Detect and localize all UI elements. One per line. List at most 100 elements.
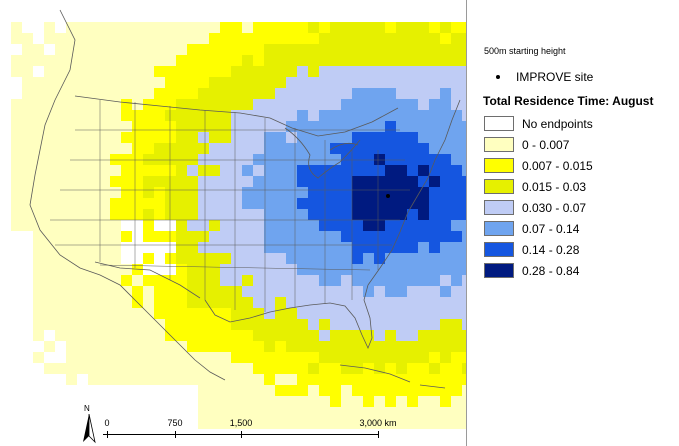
- grid-cell: [462, 143, 466, 154]
- grid-cell: [220, 231, 231, 242]
- grid-cell: [66, 77, 77, 88]
- grid-cell: [429, 341, 440, 352]
- grid-cell: [198, 363, 209, 374]
- grid-cell: [242, 33, 253, 44]
- grid-cell: [209, 33, 220, 44]
- grid-cell: [253, 374, 264, 385]
- grid-cell: [77, 165, 88, 176]
- grid-cell: [99, 220, 110, 231]
- grid-cell: [440, 77, 451, 88]
- grid-cell: [154, 132, 165, 143]
- grid-cell: [44, 220, 55, 231]
- grid-cell: [209, 88, 220, 99]
- grid-cell: [451, 110, 462, 121]
- grid-cell: [363, 88, 374, 99]
- grid-cell: [132, 121, 143, 132]
- grid-cell: [319, 352, 330, 363]
- grid-cell: [275, 385, 286, 396]
- grid-cell: [187, 264, 198, 275]
- grid-cell: [132, 33, 143, 44]
- grid-cell: [440, 88, 451, 99]
- grid-cell: [220, 132, 231, 143]
- grid-cell: [132, 341, 143, 352]
- grid-cell: [330, 418, 341, 429]
- grid-cell: [264, 231, 275, 242]
- grid-cell: [11, 55, 22, 66]
- grid-cell: [385, 275, 396, 286]
- cuba: [339, 364, 411, 383]
- grid-cell: [99, 319, 110, 330]
- grid-cell: [462, 341, 466, 352]
- grid-cell: [253, 220, 264, 231]
- grid-cell: [396, 33, 407, 44]
- grid-cell: [33, 176, 44, 187]
- grid-cell: [418, 418, 429, 429]
- grid-cell: [88, 253, 99, 264]
- grid-cell: [242, 187, 253, 198]
- grid-cell: [77, 341, 88, 352]
- grid-cell: [308, 99, 319, 110]
- grid-cell: [198, 308, 209, 319]
- grid-cell: [462, 44, 466, 55]
- grid-cell: [374, 352, 385, 363]
- grid-cell: [187, 275, 198, 286]
- grid-cell: [55, 264, 66, 275]
- grid-cell: [462, 55, 466, 66]
- grid-cell: [462, 418, 466, 429]
- grid-cell: [352, 264, 363, 275]
- grid-cell: [99, 253, 110, 264]
- grid-cell: [231, 187, 242, 198]
- grid-cell: [33, 242, 44, 253]
- grid-cell: [319, 231, 330, 242]
- grid-cell: [198, 297, 209, 308]
- grid-cell: [121, 99, 132, 110]
- grid-cell: [363, 407, 374, 418]
- grid-cell: [341, 308, 352, 319]
- grid-cell: [242, 286, 253, 297]
- grid-cell: [99, 363, 110, 374]
- grid-cell: [220, 209, 231, 220]
- grid-cell: [242, 99, 253, 110]
- grid-cell: [154, 33, 165, 44]
- grid-cell: [440, 396, 451, 407]
- grid-cell: [231, 22, 242, 33]
- grid-cell: [330, 143, 341, 154]
- grid-cell: [33, 187, 44, 198]
- grid-cell: [451, 88, 462, 99]
- grid-cell: [407, 396, 418, 407]
- grid-cell: [231, 275, 242, 286]
- grid-cell: [33, 209, 44, 220]
- grid-cell: [231, 132, 242, 143]
- grid-cell: [55, 198, 66, 209]
- grid-cell: [385, 319, 396, 330]
- legend-swatch: [484, 242, 514, 257]
- grid-cell: [176, 66, 187, 77]
- grid-cell: [11, 198, 22, 209]
- grid-cell: [198, 330, 209, 341]
- grid-cell: [209, 77, 220, 88]
- grid-cell: [440, 407, 451, 418]
- grid-cell: [165, 198, 176, 209]
- grid-cell: [275, 154, 286, 165]
- grid-cell: [418, 209, 429, 220]
- grid-cell: [385, 242, 396, 253]
- grid-cell: [440, 319, 451, 330]
- grid-cell: [275, 220, 286, 231]
- grid-cell: [407, 99, 418, 110]
- grid-cell: [209, 264, 220, 275]
- grid-cell: [308, 121, 319, 132]
- grid-cell: [363, 33, 374, 44]
- grid-cell: [121, 22, 132, 33]
- grid-cell: [330, 33, 341, 44]
- grid-cell: [418, 187, 429, 198]
- grid-cell: [66, 110, 77, 121]
- grid-cell: [176, 132, 187, 143]
- grid-cell: [385, 385, 396, 396]
- grid-cell: [198, 88, 209, 99]
- grid-cell: [176, 33, 187, 44]
- grid-cell: [429, 407, 440, 418]
- grid-cell: [77, 143, 88, 154]
- grid-cell: [418, 253, 429, 264]
- hispaniola: [419, 384, 446, 389]
- grid-cell: [220, 352, 231, 363]
